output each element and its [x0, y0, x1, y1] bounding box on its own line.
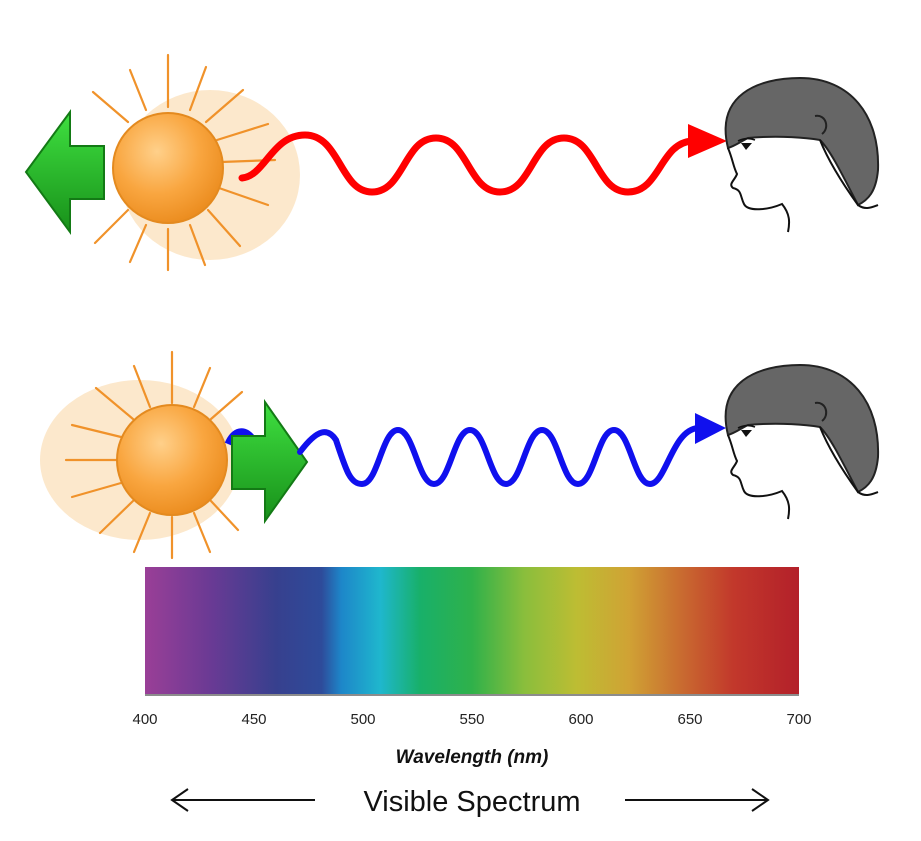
redshift-wave-arrowhead [688, 124, 727, 158]
spectrum-panel: 400 450 500 550 600 650 700 Wavelength (… [132, 567, 812, 818]
sun-rays [91, 53, 277, 272]
visible-spectrum-caption: Visible Spectrum [363, 786, 580, 818]
tick-label-400: 400 [132, 711, 157, 728]
blueshift-wave [297, 425, 701, 488]
axis-title: Wavelength (nm) [396, 747, 549, 768]
left-arrow [170, 788, 315, 812]
spectrum-bar [145, 567, 799, 694]
tick-label-500: 500 [350, 711, 375, 728]
observer-head [724, 363, 880, 520]
redshift-scene [24, 53, 880, 272]
blueshift-scene [40, 350, 880, 560]
observer-head [724, 76, 880, 233]
blueshift-wave-arrowhead [695, 413, 726, 444]
right-arrow [625, 788, 770, 812]
motion-arrow-right [231, 398, 309, 525]
tick-label-650: 650 [677, 711, 702, 728]
sun [116, 404, 228, 516]
tick-label-600: 600 [568, 711, 593, 728]
motion-arrow-left [24, 108, 105, 236]
sun-rays [64, 350, 244, 560]
tick-label-700: 700 [786, 711, 811, 728]
redshift-wave [238, 131, 696, 196]
tick-label-550: 550 [459, 711, 484, 728]
tick-label-450: 450 [241, 711, 266, 728]
sun [112, 112, 224, 224]
